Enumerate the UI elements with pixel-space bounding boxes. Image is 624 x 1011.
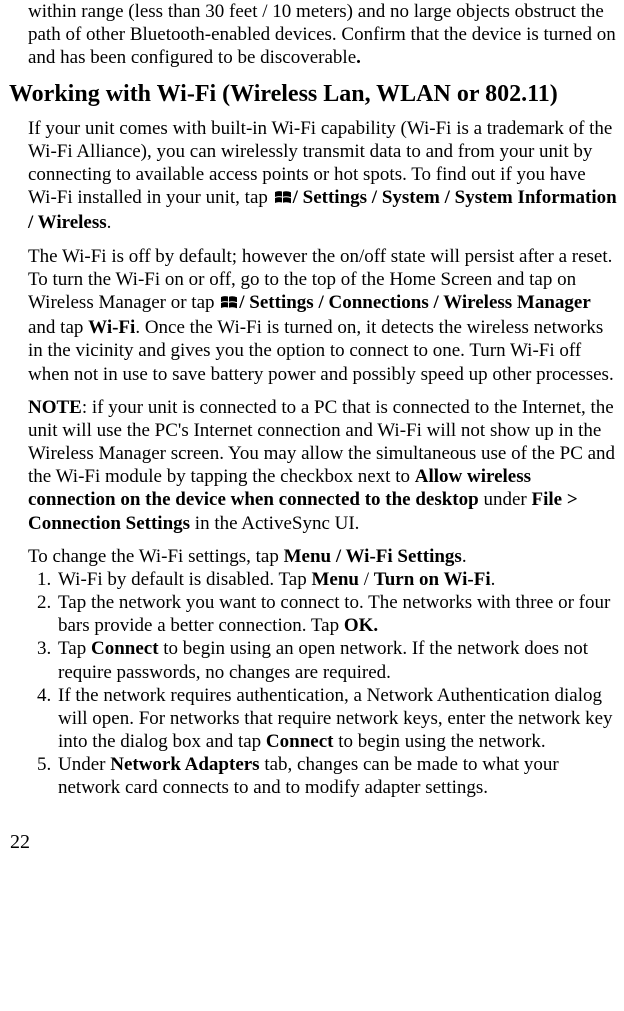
s4-c: to begin using the network. <box>333 731 545 752</box>
s1-c: / <box>359 569 374 590</box>
s1-d: Turn on Wi-Fi <box>374 569 491 590</box>
s3-b: Connect <box>91 638 159 659</box>
change-c: . <box>462 546 467 567</box>
wifi-p2-b: / Settings / Connections / Wireless Mana… <box>239 292 591 313</box>
list-item: Under Network Adapters tab, changes can … <box>56 753 618 799</box>
s1-b: Menu <box>312 569 360 590</box>
wifi-paragraph-2: The Wi-Fi is off by default; however the… <box>28 245 618 386</box>
s1-e: . <box>491 569 496 590</box>
windows-icon <box>274 188 292 211</box>
section-heading-wifi: Working with Wi-Fi (Wireless Lan, WLAN o… <box>9 80 618 109</box>
wifi-note-paragraph: NOTE: if your unit is connected to a PC … <box>28 396 618 535</box>
list-item: Wi-Fi by default is disabled. Tap Menu /… <box>56 568 618 591</box>
list-item: Tap the network you want to connect to. … <box>56 591 618 637</box>
wifi-p2-d: Wi-Fi <box>88 317 135 338</box>
s5-b: Network Adapters <box>110 754 259 775</box>
list-item: If the network requires authentication, … <box>56 684 618 754</box>
change-a: To change the Wi-Fi settings, tap <box>28 546 284 567</box>
s3-a: Tap <box>58 638 91 659</box>
s2-b: OK. <box>344 615 378 636</box>
intro-paragraph: within range (less than 30 feet / 10 met… <box>28 0 618 70</box>
change-b: Menu / Wi-Fi Settings <box>284 546 462 567</box>
windows-icon <box>220 293 238 316</box>
note-label: NOTE <box>28 397 82 418</box>
s2-a: Tap the network you want to connect to. … <box>58 592 610 636</box>
intro-text: within range (less than 30 feet / 10 met… <box>28 1 616 68</box>
s1-a: Wi-Fi by default is disabled. Tap <box>58 569 312 590</box>
note-e: in the ActiveSync UI. <box>190 513 359 534</box>
wifi-p1-end: . <box>107 212 112 233</box>
intro-period: . <box>356 47 361 68</box>
note-c: under <box>479 489 532 510</box>
wifi-paragraph-1: If your unit comes with built-in Wi-Fi c… <box>28 117 618 235</box>
wifi-steps-list: Wi-Fi by default is disabled. Tap Menu /… <box>28 568 618 800</box>
list-item: Tap Connect to begin using an open netwo… <box>56 637 618 683</box>
wifi-p2-c: and tap <box>28 317 88 338</box>
wifi-change-paragraph: To change the Wi-Fi settings, tap Menu /… <box>28 545 618 568</box>
page-number: 22 <box>10 830 618 854</box>
s5-a: Under <box>58 754 110 775</box>
s4-b: Connect <box>266 731 334 752</box>
